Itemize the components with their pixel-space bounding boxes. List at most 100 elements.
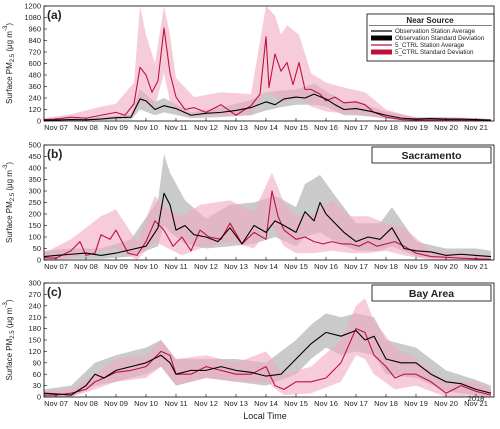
y-tick-label: 360 — [28, 82, 41, 91]
x-tick-label: Nov 20 — [434, 123, 458, 132]
x-tick-label: Nov 16 — [314, 262, 338, 271]
legend-item-obs-sd: Observation Standard Deviation — [395, 35, 485, 42]
x-tick-label: Nov 11 — [164, 123, 187, 132]
region-title: Sacramento — [401, 150, 461, 162]
x-tick-label: Nov 20 — [434, 399, 458, 408]
x-axis-label: Local Time — [243, 411, 287, 421]
x-tick-label: Nov 15 — [284, 399, 308, 408]
y-tick-label: 240 — [28, 94, 41, 103]
y-tick-label: 600 — [28, 59, 41, 68]
region-title-box — [371, 146, 492, 164]
x-tick-label: Nov 17 — [344, 399, 368, 408]
model-sd-band — [44, 172, 491, 260]
panel-label: (a) — [47, 8, 62, 22]
y-tick-label: 250 — [28, 198, 41, 207]
model-sd-band — [44, 298, 491, 397]
y-tick-label: 0 — [37, 256, 41, 265]
x-tick-label: Nov 17 — [344, 123, 368, 132]
x-tick-label: Nov 21 — [464, 123, 488, 132]
y-axis-label: Surface PM2.5 (μg m-3) — [3, 23, 16, 104]
y-tick-label: 90 — [33, 358, 41, 367]
plot-area — [44, 298, 492, 397]
legend-item-model-sd: 5_CTRL Standard Deviation — [395, 49, 474, 56]
model-average-line — [44, 27, 492, 121]
plot-area — [44, 6, 492, 121]
y-tick-label: 450 — [28, 152, 41, 161]
x-tick-label: Nov 14 — [254, 262, 278, 271]
region-title-box — [371, 284, 492, 302]
x-tick-label: Nov 17 — [344, 262, 368, 271]
y-tick-label: 270 — [28, 290, 41, 299]
x-tick-label: Nov 19 — [404, 262, 428, 271]
y-tick-label: 50 — [33, 244, 41, 253]
y-tick-label: 30 — [33, 381, 41, 390]
y-tick-label: 120 — [28, 105, 41, 114]
panel-3: 0 30 60 90 120 150 180 210 240 270 300 Nov 07 Nov 08… — [3, 279, 495, 408]
y-tick-label: 240 — [28, 301, 41, 310]
x-tick-label: Nov 13 — [224, 123, 248, 132]
y-tick-label: 100 — [28, 233, 41, 242]
x-tick-label: Nov 19 — [404, 399, 428, 408]
y-tick-label: 400 — [28, 164, 41, 173]
x-tick-label: Nov 18 — [374, 399, 398, 408]
model-average-line — [44, 328, 492, 396]
y-tick-label: 180 — [28, 324, 41, 333]
y-tick-label: 480 — [28, 71, 41, 80]
x-tick-label: Nov 14 — [254, 399, 278, 408]
x-tick-label: Nov 07 — [44, 262, 68, 271]
y-axis-label: Surface PM2.5 (μg m-3) — [3, 162, 16, 243]
x-tick-label: Nov 20 — [434, 262, 458, 271]
y-axis-label: Surface PM2.5 (μg m-3) — [3, 299, 16, 380]
region-title: Bay Area — [409, 288, 454, 300]
x-tick-label: Nov 15 — [284, 262, 308, 271]
y-tick-label: 840 — [28, 36, 41, 45]
legend-swatch-obs-sd — [371, 35, 392, 41]
x-tick-label: Nov 12 — [194, 262, 218, 271]
y-tick-label: 0 — [37, 393, 41, 402]
y-tick-label: 60 — [33, 370, 41, 379]
x-tick-label: Nov 13 — [224, 262, 248, 271]
legend-item-obs-average: Observation Station Average — [395, 28, 476, 35]
model-average-line — [44, 190, 492, 260]
legend-item-model-average: 5_CTRL Station Average — [395, 42, 465, 49]
y-tick-label: 1080 — [24, 13, 41, 22]
x-tick-label: Nov 12 — [194, 123, 218, 132]
legend: Near Source Observation Station Average … — [366, 13, 495, 62]
panel-label: (c) — [47, 285, 62, 299]
x-tick-label: Nov 10 — [134, 262, 158, 271]
x-tick-label: Nov 11 — [164, 262, 187, 271]
x-tick-label: Nov 19 — [404, 123, 428, 132]
y-tick-label: 150 — [28, 336, 41, 345]
x-tick-label: Nov 09 — [104, 123, 128, 132]
y-tick-label: 0 — [37, 117, 41, 126]
x-tick-label: Nov 11 — [164, 399, 187, 408]
y-tick-label: 210 — [28, 313, 41, 322]
legend-swatch-model-sd — [371, 49, 392, 55]
x-tick-label: Nov 09 — [104, 262, 128, 271]
x-tick-label: Nov 09 — [104, 399, 128, 408]
y-tick-label: 350 — [28, 175, 41, 184]
obs-average-line — [44, 329, 492, 396]
y-tick-label: 500 — [28, 141, 41, 150]
y-tick-label: 200 — [28, 210, 41, 219]
x-tick-label: Nov 10 — [134, 123, 158, 132]
x-tick-label: Nov 18 — [374, 262, 398, 271]
x-tick-label: Nov 13 — [224, 399, 248, 408]
obs-average-line — [44, 192, 492, 258]
x-tick-label: Nov 21 — [464, 399, 488, 408]
y-tick-label: 300 — [28, 187, 41, 196]
x-tick-label: Nov 16 — [314, 399, 338, 408]
y-tick-label: 300 — [28, 279, 41, 288]
panel-2: 0 50 100 150 200 250 300 350 400 450 500 Nov 07 Nov … — [3, 141, 495, 271]
x-tick-label: Nov 18 — [374, 123, 398, 132]
year-label: 2018 — [468, 394, 485, 403]
x-tick-label: Nov 07 — [44, 123, 68, 132]
y-tick-label: 150 — [28, 221, 41, 230]
y-tick-label: 960 — [28, 25, 41, 34]
panel-label: (b) — [47, 147, 62, 161]
x-tick-label: Nov 08 — [74, 123, 98, 132]
panel-1: 0 120 240 360 480 600 720 840 960 1080 1200 Nov 07 N… — [3, 2, 495, 132]
x-tick-label: Nov 12 — [194, 399, 218, 408]
